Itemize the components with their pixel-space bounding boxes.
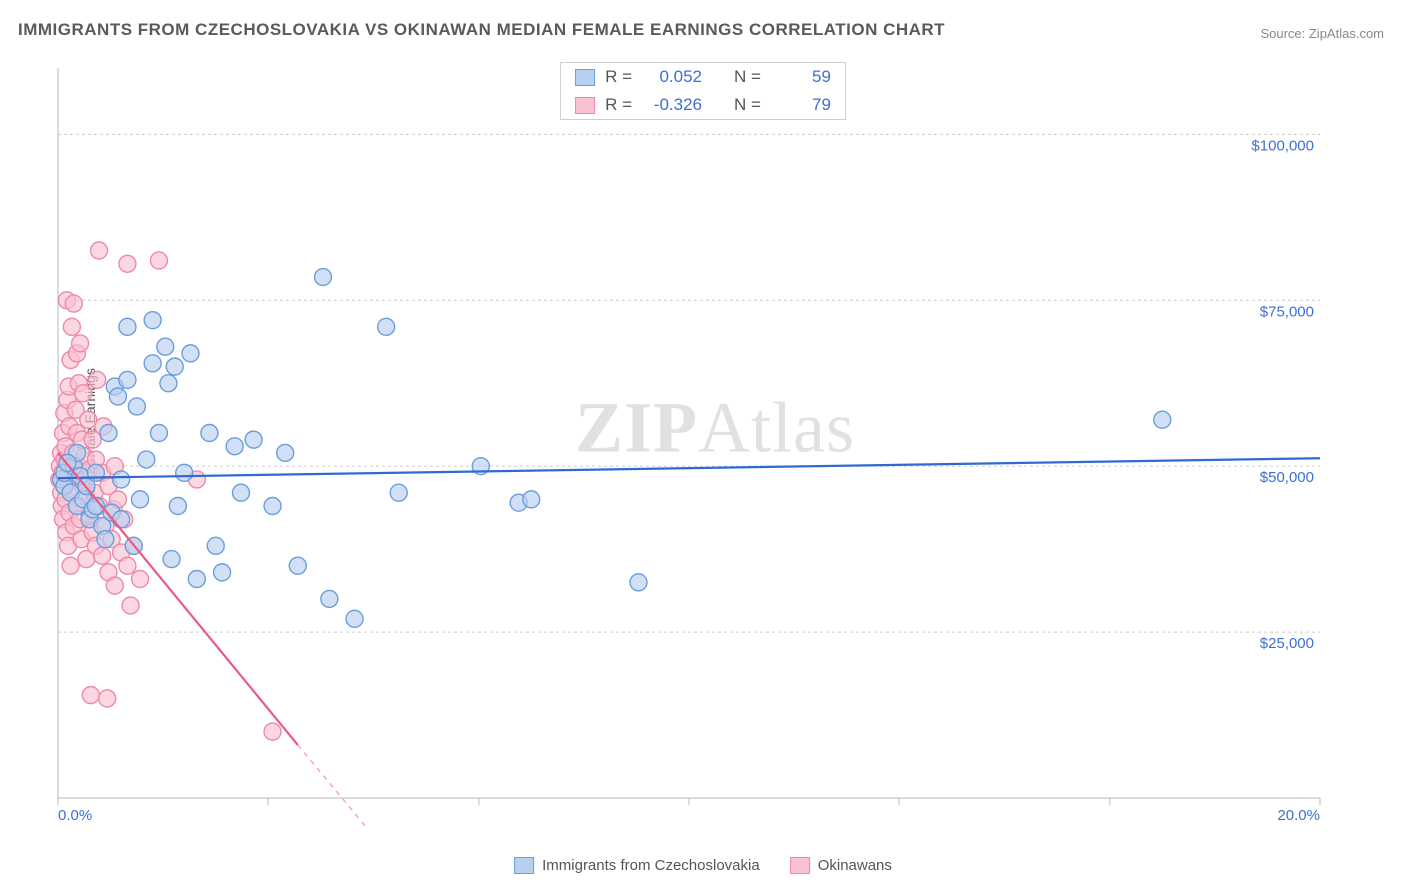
scatter-svg: $25,000 $50,000 $75,000 $100,000 0.0% 20.0%: [50, 58, 1380, 828]
stats-n-label: N =: [734, 95, 761, 115]
stats-r-label: R =: [605, 67, 632, 87]
stats-swatch-pink: [575, 97, 595, 114]
legend-swatch-pink: [790, 857, 810, 874]
stats-r-label: R =: [605, 95, 632, 115]
stats-r-value: -0.326: [642, 95, 702, 115]
legend-label: Immigrants from Czechoslovakia: [542, 857, 760, 874]
svg-text:$100,000: $100,000: [1251, 137, 1314, 154]
svg-text:$75,000: $75,000: [1260, 303, 1314, 320]
stats-r-value: 0.052: [642, 67, 702, 87]
stats-n-value: 79: [771, 95, 831, 115]
legend-item: Okinawans: [790, 857, 892, 874]
series-legend: Immigrants from Czechoslovakia Okinawans: [514, 857, 892, 874]
svg-text:0.0%: 0.0%: [58, 807, 92, 824]
stats-row: R = 0.052 N = 59: [561, 63, 845, 91]
source-attribution: Source: ZipAtlas.com: [1260, 26, 1384, 41]
correlation-stats-box: R = 0.052 N = 59 R = -0.326 N = 79: [560, 62, 846, 120]
svg-text:$50,000: $50,000: [1260, 469, 1314, 486]
stats-n-value: 59: [771, 67, 831, 87]
chart-plot-area: $25,000$50,000$75,000$100,0000.0%20.0% Z…: [50, 58, 1380, 828]
stats-n-label: N =: [734, 67, 761, 87]
svg-text:20.0%: 20.0%: [1277, 807, 1320, 824]
stats-row: R = -0.326 N = 79: [561, 91, 845, 119]
legend-item: Immigrants from Czechoslovakia: [514, 857, 760, 874]
chart-title: IMMIGRANTS FROM CZECHOSLOVAKIA VS OKINAW…: [18, 20, 945, 40]
legend-label: Okinawans: [818, 857, 892, 874]
legend-swatch-blue: [514, 857, 534, 874]
stats-swatch-blue: [575, 69, 595, 86]
svg-text:$25,000: $25,000: [1260, 635, 1314, 652]
